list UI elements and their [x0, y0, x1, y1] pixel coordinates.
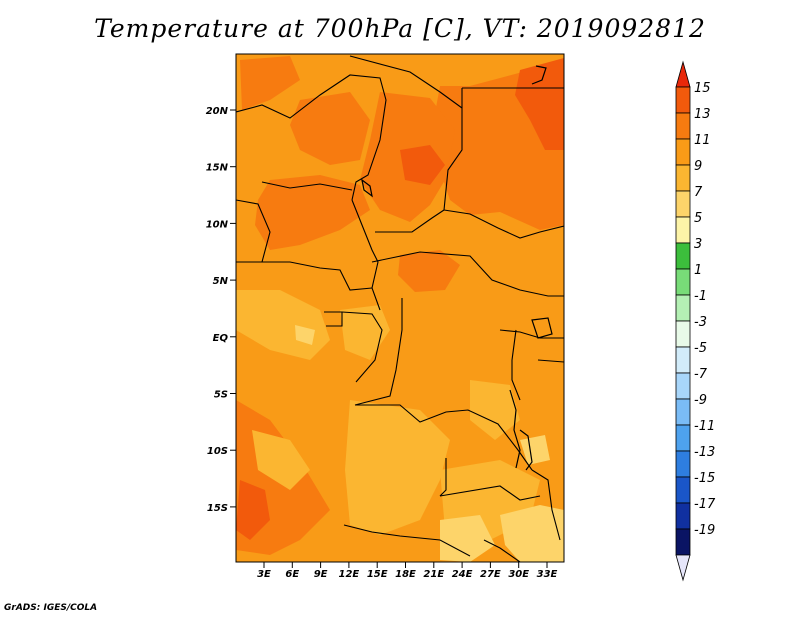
lat-label: 15S: [207, 503, 228, 514]
colorbar-bin: [675, 86, 691, 114]
colorbar-label: -15: [694, 471, 715, 486]
colorbar-label: 15: [694, 81, 711, 96]
colorbar-bin: [675, 398, 691, 426]
colorbar-label: -13: [694, 445, 715, 460]
colorbar-label: -17: [694, 497, 716, 512]
colorbar-label: 9: [694, 159, 702, 174]
colorbar-bin: [675, 502, 691, 530]
colorbar-label: -9: [694, 393, 707, 408]
colorbar-label: -1: [694, 289, 707, 304]
lat-label: 10N: [206, 219, 229, 230]
lon-label: 15E: [367, 569, 388, 580]
colorbar-bin: [675, 372, 691, 400]
credit-label: GrADS: IGES/COLA: [4, 603, 98, 613]
map-plot: [236, 54, 564, 562]
colorbar-label: -3: [694, 315, 707, 330]
lat-label: 15N: [206, 163, 229, 174]
coolest-regions: [295, 325, 564, 562]
colorbar-bin: [675, 216, 691, 244]
lon-label: 12E: [339, 569, 360, 580]
chart-title: Temperature at 700hPa [C], VT: 201909281…: [94, 14, 706, 43]
colorbar-label: 7: [694, 185, 703, 200]
colorbar-bin: [675, 424, 691, 452]
lon-label: 24E: [452, 569, 473, 580]
colorbar-bottom-arrow: [675, 554, 691, 582]
colorbar-bin: [675, 294, 691, 322]
latitude-axis: 20N 15N 10N 5N EQ 5S 10S 15S: [206, 106, 236, 514]
colorbar-label: 1: [694, 263, 702, 278]
colorbar: 15 13 11 9 7 5 3 1 -1 -3 -5 -7 -9 -11 -13 -15 -17 -19: [675, 60, 716, 582]
lon-label: 33E: [537, 569, 558, 580]
lat-label: 10S: [207, 446, 228, 457]
longitude-axis: 3E 6E 9E 12E 15E 18E 21E 24E 27E 30E 33E: [257, 562, 558, 580]
lon-label: 27E: [480, 569, 501, 580]
colorbar-label: 11: [694, 133, 711, 148]
colorbar-bin: [675, 242, 691, 270]
lon-label: 3E: [257, 569, 271, 580]
colorbar-bin: [675, 346, 691, 374]
colorbar-bin: [675, 138, 691, 166]
colorbar-label: 3: [694, 237, 702, 252]
colorbar-top-arrow: [675, 60, 691, 88]
lon-label: 9E: [314, 569, 328, 580]
lon-label: 6E: [285, 569, 299, 580]
colorbar-bin: [675, 320, 691, 348]
colorbar-label: -7: [694, 367, 708, 382]
colorbar-bin: [675, 190, 691, 218]
country-borders: [236, 55, 564, 562]
colorbar-bin: [675, 450, 691, 478]
hot-regions: [236, 58, 564, 540]
lat-label: 5N: [213, 276, 229, 287]
lat-label: EQ: [213, 333, 229, 344]
colorbar-label: -11: [694, 419, 715, 434]
lon-label: 30E: [508, 569, 529, 580]
colorbar-bin: [675, 112, 691, 140]
colorbar-label: 13: [694, 107, 711, 122]
lakes: [361, 65, 553, 471]
lat-label: 20N: [206, 106, 229, 117]
lat-label: 5S: [214, 390, 228, 401]
colorbar-label: 5: [694, 211, 702, 226]
colorbar-bin: [675, 164, 691, 192]
lon-label: 18E: [395, 569, 416, 580]
colorbar-label: -19: [694, 523, 715, 538]
map-frame: [235, 53, 565, 563]
colorbar-bin: [675, 476, 691, 504]
colorbar-bin: [675, 528, 691, 556]
colorbar-bin: [675, 268, 691, 296]
lon-label: 21E: [423, 569, 444, 580]
colorbar-label: -5: [694, 341, 707, 356]
